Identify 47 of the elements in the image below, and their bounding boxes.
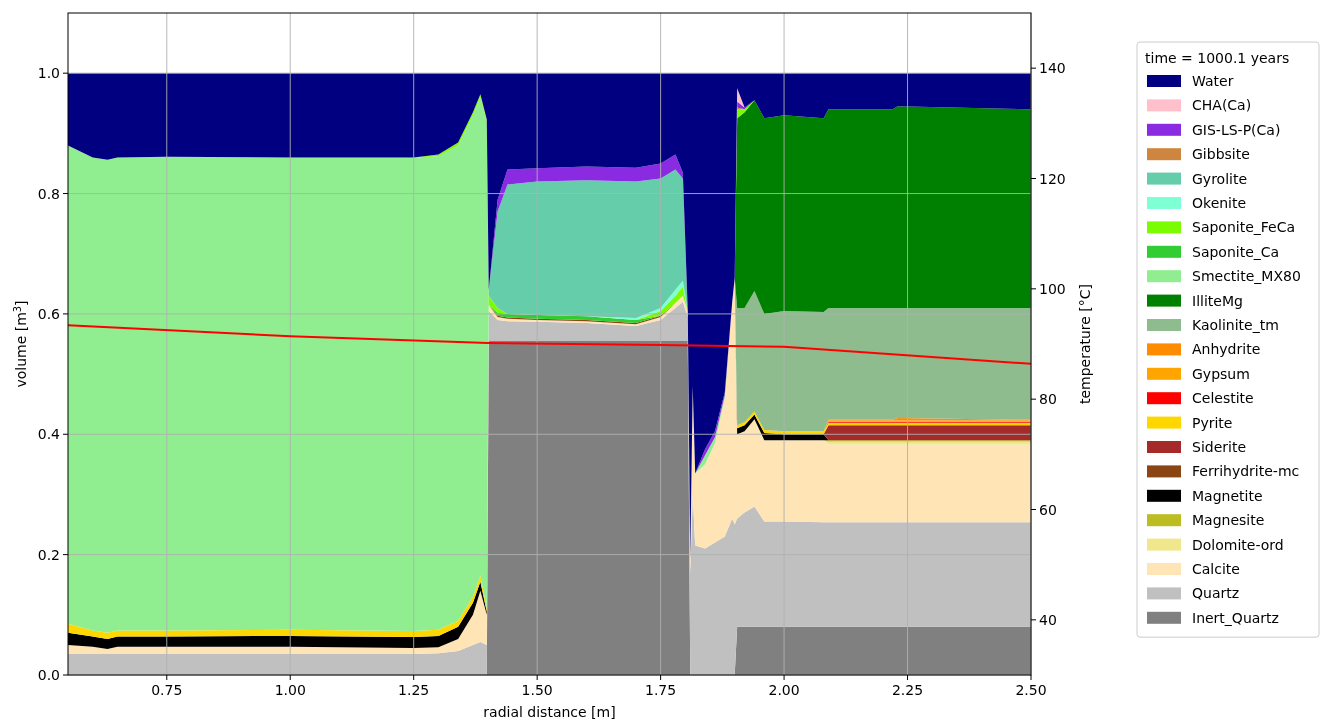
- x-tick-label: 2.25: [891, 682, 924, 698]
- x-tick-label: 2.00: [768, 682, 800, 698]
- x-tick-label: 0.75: [151, 682, 183, 698]
- y2-tick-label: 120: [1039, 170, 1066, 187]
- x-tick-label: 1.75: [645, 682, 677, 698]
- line-series: [68, 324, 1031, 365]
- legend-label: Kaolinite_tm: [1192, 317, 1279, 333]
- legend-label: Inert_Quartz: [1192, 609, 1279, 626]
- y-tick-label: 0.4: [37, 426, 61, 443]
- legend-label: Calcite: [1192, 561, 1240, 577]
- y2-axis-title: temperature [°C]: [1077, 283, 1093, 405]
- x-tick-label: 1.50: [521, 682, 553, 698]
- legend-label: Okenite: [1192, 195, 1247, 211]
- y-tick-label: 0.6: [37, 305, 61, 322]
- y2-tick-label: 100: [1039, 280, 1066, 297]
- legend-label: Pyrite: [1192, 414, 1233, 431]
- legend-label: Ferrihydrite-mc: [1192, 463, 1300, 480]
- legend-label: Saponite_Ca: [1192, 243, 1280, 260]
- legend-label: Gypsum: [1192, 365, 1250, 382]
- legend-label: CHA(Ca): [1192, 97, 1252, 114]
- legend-label: GIS-LS-P(Ca): [1192, 121, 1281, 138]
- y-tick-label: 0.8: [37, 185, 60, 202]
- legend-label: Dolomite-ord: [1192, 536, 1284, 553]
- legend-label: Anhydrite: [1192, 341, 1261, 358]
- x-tick-label: 1.25: [398, 682, 430, 698]
- legend-label: Magnesite: [1192, 512, 1265, 529]
- legend-label: Saponite_FeCa: [1192, 219, 1296, 236]
- y-tick-label: 1.0: [37, 65, 60, 82]
- x-axis-title: radial distance [m]: [483, 704, 616, 720]
- legend-label: Smectite_MX80: [1192, 268, 1301, 285]
- legend-label: Water: [1192, 73, 1234, 89]
- y-tick-label: 0.0: [37, 667, 60, 683]
- x-tick-label: 2.50: [1015, 682, 1047, 698]
- legend-label: Celestite: [1192, 390, 1254, 407]
- legend-label: Quartz: [1192, 585, 1240, 602]
- legend-label: Magnetite: [1192, 487, 1263, 504]
- legend-title: time = 1000.1 years: [1145, 50, 1290, 66]
- y2-tick-label: 60: [1039, 501, 1057, 518]
- legend-label: Gyrolite: [1192, 170, 1248, 187]
- y2-tick-label: 140: [1039, 60, 1066, 77]
- legend-label: Gibbsite: [1192, 146, 1250, 163]
- y2-tick-label: 40: [1039, 611, 1057, 628]
- legend-label: Siderite: [1192, 439, 1247, 455]
- y2-tick-label: 80: [1039, 391, 1057, 408]
- y-tick-label: 0.2: [37, 546, 60, 563]
- x-tick-label: 1.00: [274, 682, 306, 698]
- legend-label: IlliteMg: [1192, 292, 1243, 309]
